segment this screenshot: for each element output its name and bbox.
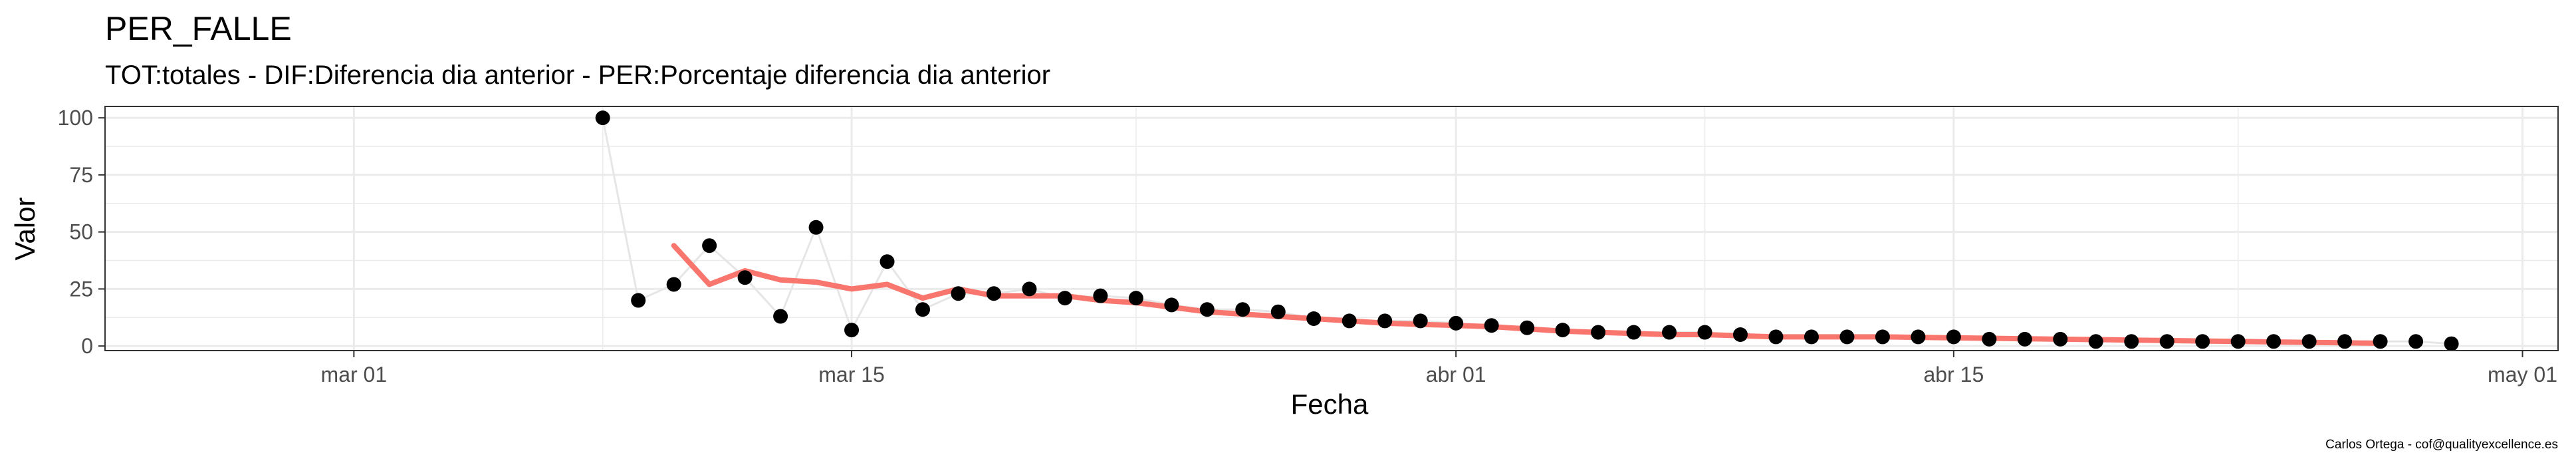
x-tick-label: may 01 [2488,363,2557,387]
data-point [1342,313,1357,329]
data-point [773,309,788,324]
data-point [2088,334,2103,349]
data-point [666,277,681,292]
data-point [1520,320,1535,335]
y-tick-label: 50 [69,220,93,244]
data-point [2373,334,2388,349]
x-tick-label: abr 01 [1426,363,1486,387]
data-point [702,238,717,253]
data-point [808,220,824,235]
data-point [2408,334,2424,349]
chart-title: PER_FALLE [105,10,292,47]
data-point [595,110,610,126]
chart-caption: Carlos Ortega - cof@qualityexcellence.es [2325,438,2558,452]
data-point [1377,313,1393,329]
grid [104,106,2558,351]
data-point [2053,331,2068,347]
y-axis-title: Valor [9,198,41,261]
data-point [1946,329,1961,345]
data-point [2444,336,2459,351]
data-point [915,302,930,317]
data-point [2195,334,2210,349]
data-point [2301,334,2317,349]
data-point [1662,325,1677,340]
data-point [2017,331,2032,347]
data-point [737,270,753,285]
data-point [1235,302,1250,317]
data-point [1270,304,1286,319]
data-point [1591,325,1606,340]
data-point [631,293,646,308]
data-point [1199,302,1215,317]
x-tick-label: mar 01 [321,363,388,387]
data-point [2124,334,2139,349]
data-point [986,286,1001,301]
data-point [1484,318,1499,333]
data-point [1804,329,1819,345]
data-point [2337,334,2353,349]
y-tick-label: 25 [69,277,93,301]
data-point [1413,313,1428,329]
y-tick-label: 0 [81,334,93,358]
x-tick-label: abr 15 [1924,363,1984,387]
data-point [1128,291,1143,306]
data-point [1449,315,1464,331]
data-point [1875,329,1890,345]
points-layer [595,110,2459,351]
y-tick-label: 75 [69,163,93,187]
data-point [1057,291,1072,306]
x-axis-title: Fecha [1291,388,1369,420]
data-point [1697,325,1712,340]
data-point [2159,334,2174,349]
data-point [1911,329,1926,345]
data-point [1555,323,1570,338]
data-point [1164,297,1179,313]
data-point [1982,331,1997,347]
data-point [2266,334,2282,349]
data-point [1839,329,1855,345]
data-point [951,286,966,301]
data-point [1093,288,1108,303]
axes: 0 25 50 75 100 mar 01 mar 15 abr 01 abr 15 may 01 [58,106,2557,387]
data-point [1022,281,1037,297]
data-point [1768,329,1784,345]
data-point [844,323,860,338]
data-point [1626,325,1641,340]
data-point [1733,327,1748,342]
data-point [879,254,895,269]
data-point [2230,334,2246,349]
data-point [1306,311,1322,326]
chart-subtitle: TOT:totales - DIF:Diferencia dia anterio… [105,61,1050,90]
x-tick-label: mar 15 [818,363,885,387]
plot-panel [105,106,2558,351]
panel-border [104,106,2559,351]
y-tick-label: 100 [58,106,93,130]
